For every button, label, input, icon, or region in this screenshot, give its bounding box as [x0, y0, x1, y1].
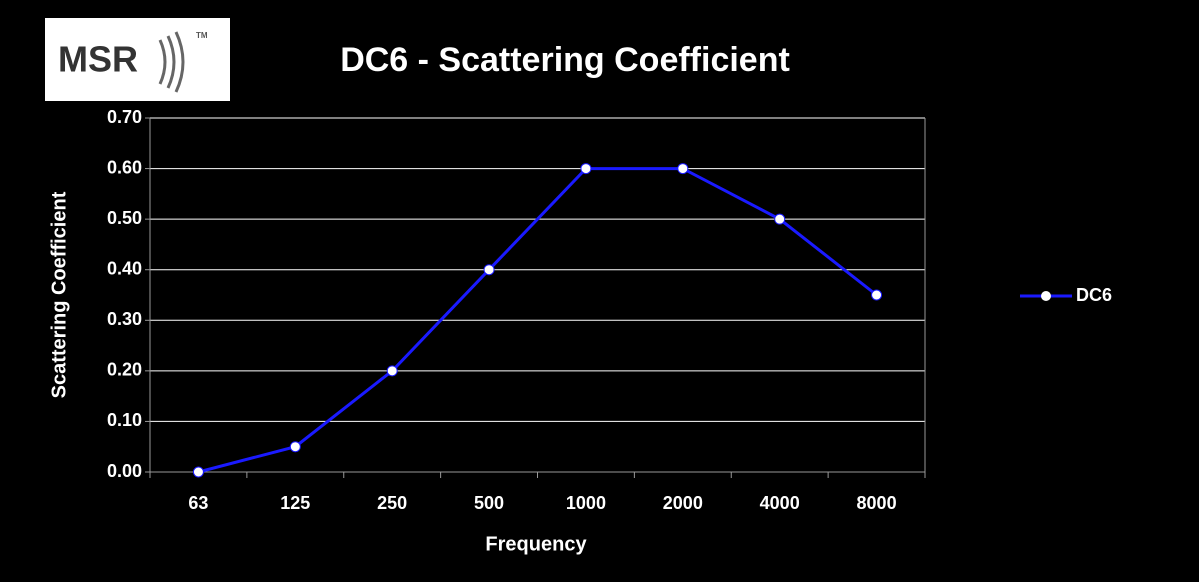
x-tick-label: 2000	[663, 493, 703, 513]
x-tick-label: 4000	[760, 493, 800, 513]
x-tick-label: 250	[377, 493, 407, 513]
y-tick-label: 0.60	[107, 157, 142, 177]
y-tick-label: 0.50	[107, 208, 142, 228]
data-point	[677, 163, 689, 175]
y-tick-label: 0.20	[107, 360, 142, 380]
y-tick-label: 0.30	[107, 309, 142, 329]
x-tick-label: 8000	[857, 493, 897, 513]
x-tick-label: 500	[474, 493, 504, 513]
x-axis-label: Frequency	[485, 533, 587, 555]
data-point	[580, 163, 592, 175]
y-axis-label: Scattering Coefficient	[48, 191, 70, 398]
x-tick-label: 1000	[566, 493, 606, 513]
data-point	[774, 213, 786, 225]
logo-box	[45, 18, 230, 101]
series-line	[198, 167, 878, 474]
y-tick-label: 0.40	[107, 258, 142, 278]
legend-marker	[1041, 291, 1051, 301]
data-point	[483, 264, 495, 276]
logo-waves	[158, 31, 185, 93]
y-tick-label: 0.10	[107, 410, 142, 430]
data-point	[386, 365, 398, 377]
data-point	[871, 289, 883, 301]
y-tick-label: 0.00	[107, 461, 142, 481]
logo-text: MSR	[58, 39, 138, 80]
logo-trademark: TM	[196, 31, 208, 40]
chart-title: DC6 - Scattering Coefficient	[340, 41, 790, 79]
x-tick-label: 125	[280, 493, 310, 513]
data-point	[289, 441, 301, 453]
y-tick-label: 0.70	[107, 107, 142, 127]
x-tick-label: 63	[188, 493, 208, 513]
legend-label: DC6	[1076, 285, 1112, 305]
data-point	[192, 466, 204, 478]
